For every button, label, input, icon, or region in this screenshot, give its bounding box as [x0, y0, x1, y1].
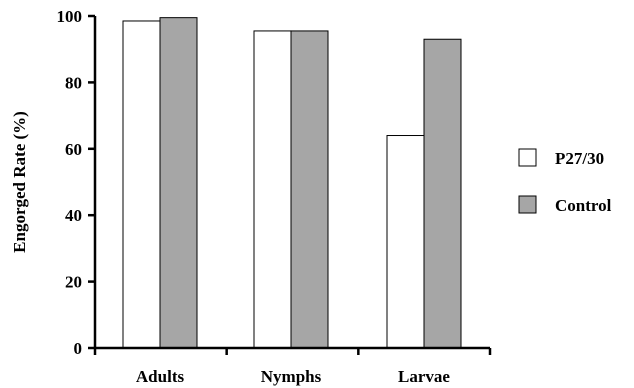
y-tick-label: 20: [65, 273, 82, 292]
bar-p27-30-adults: [122, 20, 161, 349]
category-labels-group: Adults Nymphs Larvae: [136, 367, 451, 386]
x-ticks-group: [93, 348, 492, 355]
legend-swatch: [518, 195, 537, 214]
y-tick-label: 100: [57, 7, 83, 26]
legend-swatch: [518, 148, 537, 167]
x-category-label: Nymphs: [261, 367, 322, 386]
y-ticks-group: 0 20 40 60 80 100: [57, 7, 95, 358]
x-category-label: Larvae: [398, 367, 450, 386]
x-category-label: Adults: [136, 367, 185, 386]
y-tick-label: 80: [65, 73, 82, 92]
y-axis-title: Engorged Rate (%): [10, 111, 29, 253]
y-tick-label: 60: [65, 140, 82, 159]
legend-label: P27/30: [555, 149, 604, 168]
bar-control-larvae: [423, 38, 462, 349]
bar-p27-30-nymphs: [253, 30, 292, 349]
y-tick-label: 0: [74, 339, 83, 358]
legend-label: Control: [555, 196, 612, 215]
bars-group: [122, 17, 462, 349]
bar-control-adults: [159, 17, 198, 349]
axes-group: [93, 16, 490, 350]
y-tick-label: 40: [65, 206, 82, 225]
bar-control-nymphs: [290, 30, 329, 349]
legend: P27/30 Control: [518, 148, 612, 215]
bar-p27-30-larvae: [386, 135, 425, 349]
